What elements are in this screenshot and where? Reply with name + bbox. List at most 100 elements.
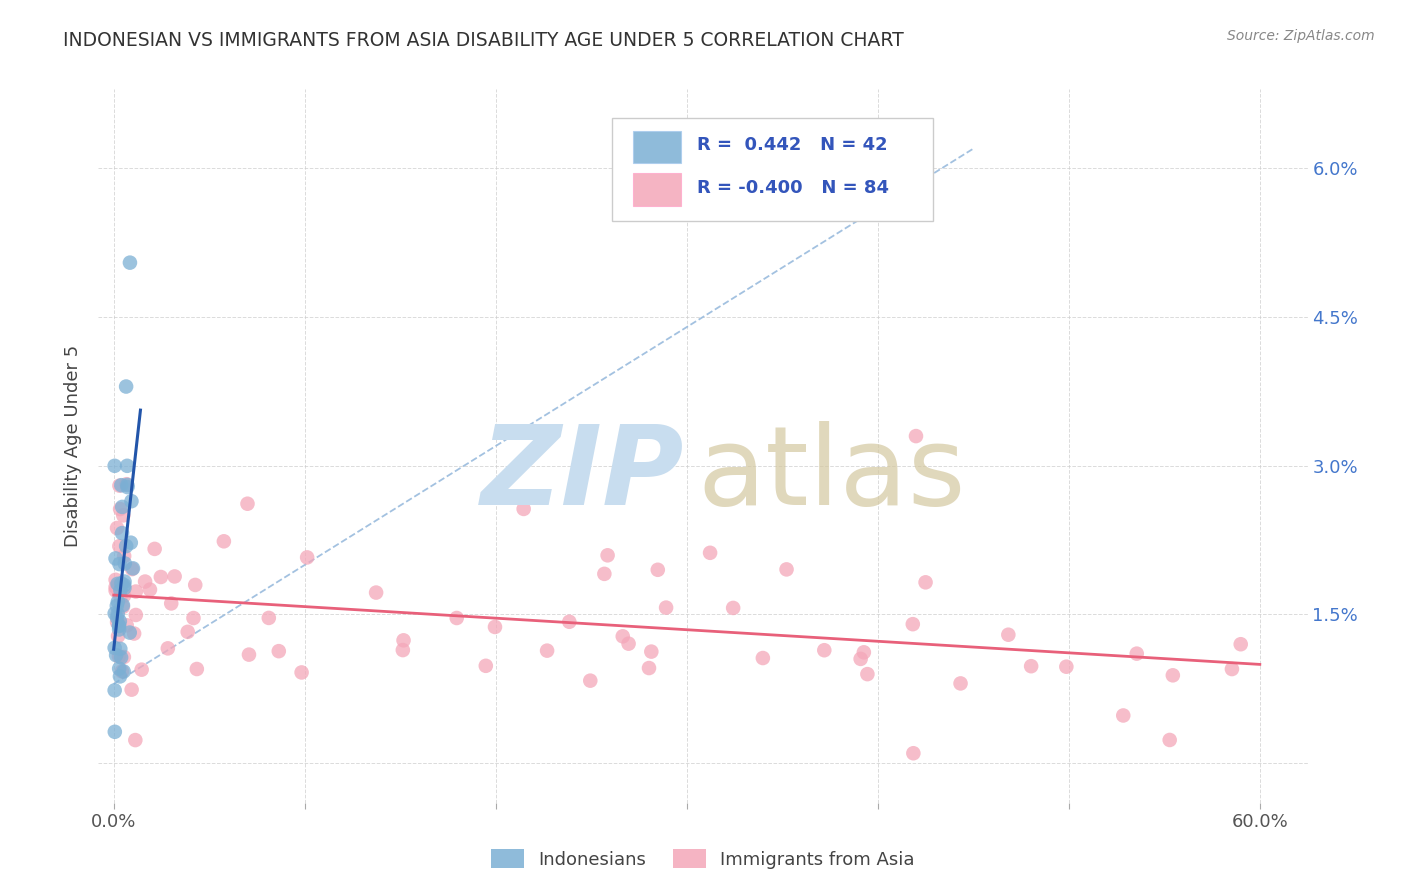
Point <box>149 570 172 584</box>
Point <box>125 584 148 599</box>
Point <box>115 618 138 632</box>
Point <box>114 574 136 589</box>
Point <box>475 658 498 673</box>
Point <box>558 615 581 629</box>
Point <box>655 600 678 615</box>
Point <box>122 561 145 575</box>
Point <box>110 641 132 656</box>
Point <box>104 724 127 739</box>
Point <box>446 611 468 625</box>
Point <box>117 480 139 494</box>
Point <box>257 611 280 625</box>
Point <box>699 546 721 560</box>
Point <box>392 633 415 648</box>
Point <box>104 683 127 698</box>
Point <box>105 611 128 625</box>
Point <box>107 595 129 609</box>
Point <box>108 539 131 553</box>
Point <box>1159 733 1181 747</box>
Point <box>107 577 129 591</box>
Point <box>108 618 131 632</box>
Point <box>813 643 835 657</box>
Point <box>105 648 128 663</box>
Point <box>110 650 132 665</box>
Point <box>612 629 634 643</box>
Point <box>108 662 131 676</box>
Point <box>593 566 616 581</box>
Point <box>107 629 129 643</box>
Point <box>131 663 153 677</box>
Point <box>579 673 602 688</box>
Point <box>852 645 875 659</box>
Point <box>752 651 775 665</box>
Text: R = -0.400   N = 84: R = -0.400 N = 84 <box>697 178 889 196</box>
Point <box>139 582 162 597</box>
Point <box>163 569 186 583</box>
Point <box>186 662 208 676</box>
Point <box>647 563 669 577</box>
Point <box>177 624 200 639</box>
Text: atlas: atlas <box>697 421 966 528</box>
Point <box>143 541 166 556</box>
Point <box>112 650 135 665</box>
Point <box>104 583 127 598</box>
Point <box>121 682 143 697</box>
Point <box>115 477 138 491</box>
Text: INDONESIAN VS IMMIGRANTS FROM ASIA DISABILITY AGE UNDER 5 CORRELATION CHART: INDONESIAN VS IMMIGRANTS FROM ASIA DISAB… <box>63 31 904 50</box>
Point <box>112 665 135 679</box>
Text: Source: ZipAtlas.com: Source: ZipAtlas.com <box>1227 29 1375 43</box>
Point <box>536 643 558 657</box>
Point <box>115 379 138 393</box>
Point <box>112 549 135 563</box>
Point <box>949 676 972 690</box>
Point <box>291 665 314 680</box>
Point <box>104 580 127 594</box>
Point <box>111 665 134 679</box>
Point <box>108 649 131 664</box>
FancyBboxPatch shape <box>613 118 932 221</box>
Point <box>640 645 662 659</box>
Point <box>108 623 131 637</box>
Point <box>118 255 141 269</box>
Point <box>105 599 128 613</box>
Point <box>183 611 205 625</box>
Point <box>366 585 388 599</box>
Point <box>110 478 132 492</box>
Point <box>115 539 138 553</box>
Point <box>914 575 936 590</box>
Point <box>108 502 131 516</box>
Point <box>721 601 744 615</box>
Point <box>111 598 134 612</box>
Point <box>124 733 146 747</box>
Text: ZIP: ZIP <box>481 421 685 528</box>
Point <box>856 667 879 681</box>
Point <box>184 578 207 592</box>
Point <box>120 535 142 549</box>
Point <box>114 557 136 571</box>
Point <box>104 640 127 655</box>
Point <box>238 648 260 662</box>
Point <box>1112 708 1135 723</box>
Point <box>903 746 925 760</box>
Point <box>112 581 135 595</box>
Point <box>110 590 132 604</box>
Point <box>901 617 924 632</box>
Point <box>1229 637 1251 651</box>
Point <box>267 644 290 658</box>
FancyBboxPatch shape <box>633 130 682 162</box>
Point <box>134 574 156 589</box>
Point <box>1019 659 1042 673</box>
Point <box>1125 647 1147 661</box>
Point <box>638 661 661 675</box>
Point <box>484 620 506 634</box>
Point <box>108 557 131 571</box>
Point <box>617 637 640 651</box>
Point <box>1161 668 1184 682</box>
Point <box>111 500 134 514</box>
Point <box>108 669 131 683</box>
Text: R =  0.442   N = 42: R = 0.442 N = 42 <box>697 136 887 153</box>
Point <box>112 589 135 603</box>
Point <box>115 458 138 473</box>
Point <box>105 615 128 630</box>
Point <box>1220 662 1243 676</box>
